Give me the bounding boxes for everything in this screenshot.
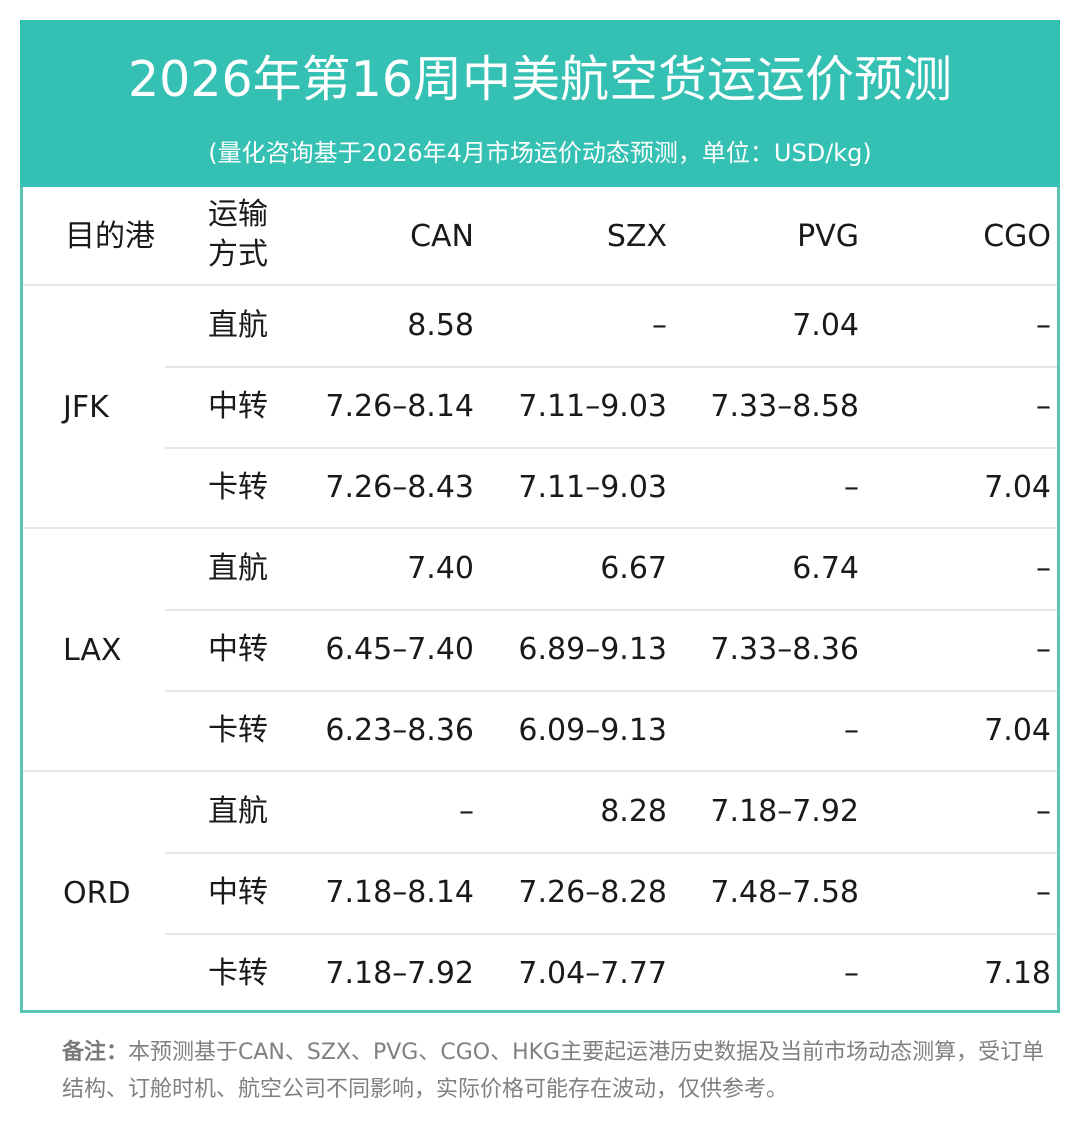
table-row: 中转 7.18–8.14 7.26–8.28 7.48–7.58 – — [23, 853, 1057, 934]
rate-table: 目的港 运输 方式 CAN SZX PVG CGO JFK 直航 8.58 – … — [23, 187, 1057, 1015]
pvg-cell: 7.18–7.92 — [710, 794, 859, 829]
cgo-cell: – — [1036, 389, 1051, 424]
row-divider — [165, 933, 1057, 935]
szx-cell: 8.28 — [600, 794, 667, 829]
dest-group-lax: LAX 直航 7.40 6.67 6.74 – 中转 6.45–7.40 6.8… — [23, 529, 1057, 772]
can-cell: 6.45–7.40 — [325, 632, 474, 667]
header-banner: 2026年第16周中美航空货运运价预测 (量化咨询基于2026年4月市场运价动态… — [20, 20, 1060, 187]
row-divider — [165, 852, 1057, 854]
mode-cell: 中转 — [208, 632, 268, 667]
can-cell: 8.58 — [407, 308, 474, 343]
footnote-text: 本预测基于CAN、SZX、PVG、CGO、HKG主要起运港历史数据及当前市场动态… — [62, 1040, 1045, 1102]
pvg-cell: – — [844, 956, 859, 991]
column-header-cgo: CGO — [983, 219, 1051, 254]
cgo-cell: – — [1036, 551, 1051, 586]
column-header-dest: 目的港 — [65, 219, 155, 254]
page-subtitle: (量化咨询基于2026年4月市场运价动态预测，单位：USD/kg) — [208, 139, 872, 167]
pvg-cell: 7.04 — [792, 308, 859, 343]
table-row: 直航 8.58 – 7.04 – — [23, 286, 1057, 367]
mode-cell: 卡转 — [208, 713, 268, 748]
szx-cell: 7.11–9.03 — [518, 389, 667, 424]
table-row: 直航 7.40 6.67 6.74 – — [23, 529, 1057, 610]
szx-cell: 7.11–9.03 — [518, 470, 667, 505]
cgo-cell: 7.04 — [984, 470, 1051, 505]
can-cell: 7.26–8.43 — [325, 470, 474, 505]
szx-cell: – — [652, 308, 667, 343]
column-header-mode-line1: 运输 — [208, 197, 268, 232]
rate-forecast-card: 2026年第16周中美航空货运运价预测 (量化咨询基于2026年4月市场运价动态… — [20, 20, 1060, 1013]
column-header-mode: 运输 方式 — [208, 195, 298, 275]
can-cell: 7.18–8.14 — [325, 875, 474, 910]
dest-label: ORD — [63, 876, 131, 911]
szx-cell: 7.26–8.28 — [518, 875, 667, 910]
row-divider — [165, 447, 1057, 449]
row-divider — [165, 366, 1057, 368]
dest-label: LAX — [63, 633, 122, 668]
dest-label: JFK — [63, 390, 109, 425]
table-row: 中转 7.26–8.14 7.11–9.03 7.33–8.58 – — [23, 367, 1057, 448]
can-cell: 7.18–7.92 — [325, 956, 474, 991]
can-cell: 6.23–8.36 — [325, 713, 474, 748]
szx-cell: 6.09–9.13 — [518, 713, 667, 748]
column-header-mode-line2: 方式 — [208, 237, 268, 272]
mode-cell: 中转 — [208, 389, 268, 424]
row-divider — [165, 609, 1057, 611]
pvg-cell: – — [844, 713, 859, 748]
dest-group-ord: ORD 直航 – 8.28 7.18–7.92 – 中转 7.18–8.14 7… — [23, 772, 1057, 1015]
cgo-cell: – — [1036, 794, 1051, 829]
dest-group-jfk: JFK 直航 8.58 – 7.04 – 中转 7.26–8.14 7.11–9… — [23, 286, 1057, 529]
column-header-can: CAN — [410, 219, 474, 254]
pvg-cell: – — [844, 470, 859, 505]
footnote: 备注：本预测基于CAN、SZX、PVG、CGO、HKG主要起运港历史数据及当前市… — [62, 1034, 1052, 1108]
pvg-cell: 6.74 — [792, 551, 859, 586]
mode-cell: 卡转 — [208, 956, 268, 991]
pvg-cell: 7.33–8.58 — [710, 389, 859, 424]
szx-cell: 7.04–7.77 — [518, 956, 667, 991]
szx-cell: 6.89–9.13 — [518, 632, 667, 667]
cgo-cell: 7.18 — [984, 956, 1051, 991]
can-cell: 7.40 — [407, 551, 474, 586]
footnote-label: 备注： — [62, 1040, 129, 1065]
pvg-cell: 7.48–7.58 — [710, 875, 859, 910]
row-divider — [165, 690, 1057, 692]
table-row: 卡转 7.26–8.43 7.11–9.03 – 7.04 — [23, 448, 1057, 529]
column-header-szx: SZX — [606, 219, 667, 254]
cgo-cell: – — [1036, 632, 1051, 667]
can-cell: – — [459, 794, 474, 829]
mode-cell: 直航 — [208, 794, 268, 829]
cgo-cell: – — [1036, 875, 1051, 910]
mode-cell: 直航 — [208, 551, 268, 586]
table-row: 中转 6.45–7.40 6.89–9.13 7.33–8.36 – — [23, 610, 1057, 691]
page-title: 2026年第16周中美航空货运运价预测 — [127, 51, 953, 108]
cgo-cell: – — [1036, 308, 1051, 343]
table-row: 卡转 6.23–8.36 6.09–9.13 – 7.04 — [23, 691, 1057, 772]
can-cell: 7.26–8.14 — [325, 389, 474, 424]
mode-cell: 直航 — [208, 308, 268, 343]
mode-cell: 中转 — [208, 875, 268, 910]
mode-cell: 卡转 — [208, 470, 268, 505]
pvg-cell: 7.33–8.36 — [710, 632, 859, 667]
column-header-pvg: PVG — [797, 219, 859, 254]
cgo-cell: 7.04 — [984, 713, 1051, 748]
table-row: 卡转 7.18–7.92 7.04–7.77 – 7.18 — [23, 934, 1057, 1015]
szx-cell: 6.67 — [600, 551, 667, 586]
table-row: 直航 – 8.28 7.18–7.92 – — [23, 772, 1057, 853]
table-header-row: 目的港 运输 方式 CAN SZX PVG CGO — [23, 187, 1057, 286]
